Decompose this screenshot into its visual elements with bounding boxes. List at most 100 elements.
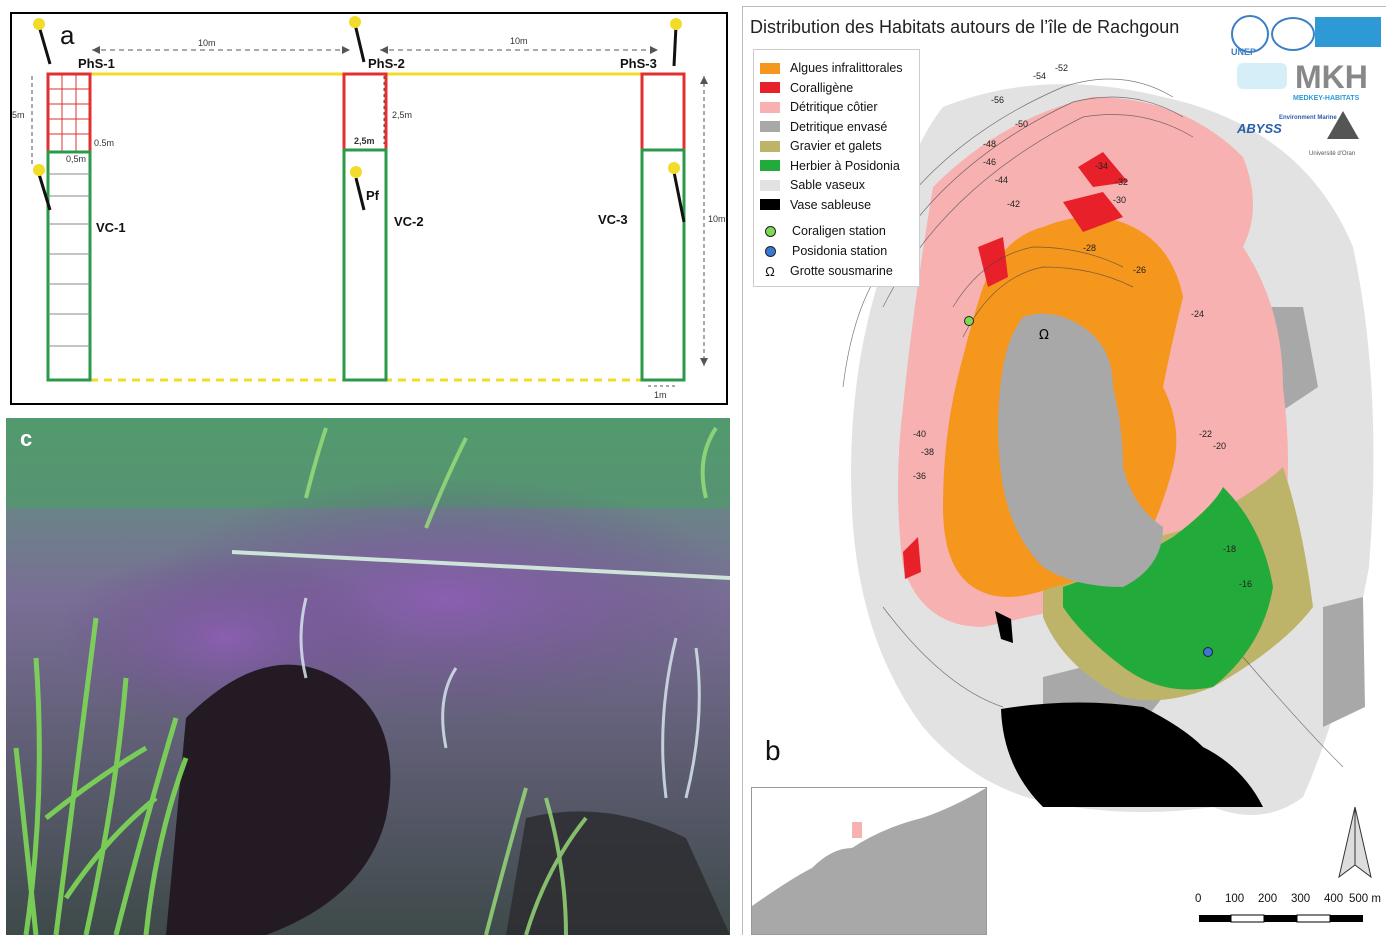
legend-item: Gravier et galets [760,138,882,154]
buoy-stakes [33,16,686,223]
depth-label: -24 [1191,309,1204,319]
height-10m-label: 10m [708,214,726,224]
scale-tick-label: 400 [1324,893,1344,905]
transect-green-1 [46,150,92,382]
legend-swatch [760,62,780,74]
map-title: Distribution des Habitats autours de l’î… [750,17,1180,37]
habitat-map-svg: Ω -56 -54 -52 -50 -48 -46 -44 -42 -40 -38 -36 -34 -3… [842,63,1374,923]
legend-label: Posidonia station [792,244,888,258]
depth-label: -34 [1095,161,1108,171]
medkey-logo-text: MEDKEY-HABITATS [1293,95,1360,102]
depth-label: -30 [1113,195,1126,205]
scale-tick-label: 300 [1291,893,1311,905]
legend-cave-item: Ω Grotte sousmarine [760,263,893,279]
panel-c-letter: c [20,426,33,451]
legend-swatch [760,82,780,93]
quadrat-red-3 [640,72,686,152]
legend-swatch [760,160,780,171]
zone-coralligene-4 [903,537,921,579]
depth-label: -40 [913,429,926,439]
map-pin-logo [1237,63,1287,89]
depth-label: -48 [983,139,996,149]
zone-herbier-posidonia [1063,487,1273,690]
depth-label: -38 [921,447,934,457]
panel-a-letter: a [60,20,75,50]
zone-vase-sableuse-1 [1001,702,1263,807]
legend-label: Détritique côtier [790,100,878,114]
distance-label-2: 10m [510,36,528,46]
panel-b-letter: b [765,735,781,766]
legend-item: Détritique côtier [760,99,878,115]
transect-label-3: VC-3 [598,212,628,227]
wave-logo [1315,17,1381,47]
station-label-2: PhS-2 [368,56,405,71]
panel-a-transect-diagram: a PhS-1 PhS-2 PhS-3 VC-1 VC-2 VC-3 10m 1… [10,12,728,405]
unep-logo-text: UNEP [1231,47,1257,57]
transect-label-2: VC-2 [394,214,424,229]
legend-station-dot [765,225,776,237]
depth-label: -52 [1055,63,1068,73]
cell-side-label: 0.5m [94,138,115,148]
cave-icon: Ω [765,263,775,279]
legend-label: Herbier à Posidonia [790,158,900,173]
map-legend: Algues infralittorales Coralligène Détriti… [753,49,920,287]
station-label-3: PhS-3 [620,56,657,71]
scale-tick-label: 500 m [1349,893,1381,905]
legend-label: Grotte sousmarine [790,264,893,278]
coraligen-station-marker [964,316,974,326]
legend-label: Coralligène [790,80,854,95]
height-5m-label: 5m [12,110,25,120]
university-logo-text: Université d'Oran [1309,151,1356,157]
sea-logo [1271,17,1315,51]
transect-tape [231,550,730,580]
posidonia-station-marker [1203,647,1213,657]
legend-label: Coraligen station [792,224,886,238]
depth-label: -36 [913,471,926,481]
width-1m-label: 1m [654,390,667,400]
transect-label-1: VC-1 [96,220,126,235]
legend-swatch [760,101,780,113]
legend-swatch [760,140,780,152]
cave-symbol: Ω [1039,328,1049,343]
unep-logo [1231,15,1269,53]
environment-logo-text: Environment Marine [1279,115,1337,121]
panel-b-habitat-map: Distribution des Habitats autours de l’î… [742,6,1386,935]
depth-label: -32 [1115,177,1128,187]
depth-label: -44 [995,175,1008,185]
scale-tick-label: 200 [1258,893,1278,905]
legend-swatch [760,121,780,132]
legend-item: Coralligène [760,80,853,96]
mkh-logo: MKH [1295,59,1368,95]
depth-label: -26 [1133,265,1146,275]
depth-label: -18 [1223,544,1236,554]
legend-item: Sable vaseux [760,177,865,193]
panel-c-underwater-photo: c [6,418,730,935]
legend-station-dot [765,245,776,257]
depth-label: -16 [1239,579,1252,589]
scale-bar [1199,914,1363,923]
depth-label: -22 [1199,429,1212,439]
quadrat-bottom-label: 2,5m [354,136,375,146]
zone-coralligene-1 [1078,152,1128,187]
zone-vase-sableuse-2 [995,611,1013,643]
inset-locator-map [751,787,987,935]
zone-coralligene-2 [1063,192,1123,232]
transect-diagram-svg [31,16,708,387]
depth-label: -20 [1213,441,1226,451]
station-label-1: PhS-1 [78,56,115,71]
legend-swatch [760,179,780,191]
legend-station-item: Posidonia station [760,243,887,259]
depth-label: -28 [1083,243,1096,253]
legend-label: Detritique envasé [790,119,888,134]
cell-bottom-label: 0,5m [66,154,87,164]
quadrat-red-1 [46,72,92,154]
triangle-logo [1327,111,1359,139]
legend-label: Sable vaseux [790,178,866,192]
quadrat-side-label: 2,5m [392,110,413,120]
legend-item: Algues infralittorales [760,60,903,76]
depth-label: -50 [1015,119,1028,129]
legend-item: Detritique envasé [760,119,887,135]
zone-detritique-envase-2 [1323,597,1365,727]
transect-green-2 [342,148,388,382]
scale-tick-label: 0 [1195,893,1202,905]
